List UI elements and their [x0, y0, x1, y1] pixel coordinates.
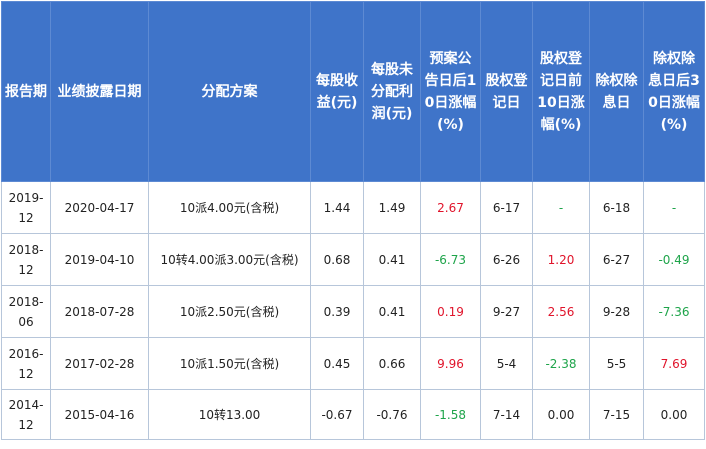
- cell-period: 2019-12: [1, 181, 51, 234]
- cell-record-date: 5-4: [480, 337, 533, 390]
- cell-eps: 0.39: [310, 285, 364, 338]
- header-after-exdiv-30d-change: 除权除息日后30日涨幅(%): [643, 1, 705, 182]
- cell-undistributed: 0.41: [363, 285, 421, 338]
- cell-plan: 10转4.00派3.00元(含税): [148, 233, 311, 286]
- cell-plan: 10派2.50元(含税): [148, 285, 311, 338]
- cell-disclosure-date: 2015-04-16: [50, 389, 149, 440]
- cell-after-exdiv-30d: -: [643, 181, 705, 234]
- cell-disclosure-date: 2019-04-10: [50, 233, 149, 286]
- cell-disclosure-date: 2020-04-17: [50, 181, 149, 234]
- cell-after-plan-10d: -1.58: [420, 389, 481, 440]
- cell-exdiv-date: 5-5: [589, 337, 644, 390]
- cell-exdiv-date: 7-15: [589, 389, 644, 440]
- cell-eps: 0.68: [310, 233, 364, 286]
- header-exdividend-date: 除权除息日: [589, 1, 644, 182]
- header-before-record-10d-change: 股权登记日前10日涨幅(%): [532, 1, 590, 182]
- header-eps: 每股收益(元): [310, 1, 364, 182]
- cell-before-record-10d: -: [532, 181, 590, 234]
- cell-disclosure-date: 2017-02-28: [50, 337, 149, 390]
- cell-record-date: 9-27: [480, 285, 533, 338]
- cell-record-date: 7-14: [480, 389, 533, 440]
- cell-after-plan-10d: -6.73: [420, 233, 481, 286]
- cell-undistributed: 1.49: [363, 181, 421, 234]
- header-distribution-plan: 分配方案: [148, 1, 311, 182]
- table-row: 2014-12 2015-04-16 10转13.00 -0.67 -0.76 …: [1, 389, 705, 440]
- header-record-date: 股权登记日: [480, 1, 533, 182]
- header-report-period: 报告期: [1, 1, 51, 182]
- cell-record-date: 6-26: [480, 233, 533, 286]
- cell-after-plan-10d: 2.67: [420, 181, 481, 234]
- cell-exdiv-date: 6-27: [589, 233, 644, 286]
- cell-before-record-10d: -2.38: [532, 337, 590, 390]
- cell-undistributed: 0.66: [363, 337, 421, 390]
- cell-after-exdiv-30d: -0.49: [643, 233, 705, 286]
- table-row: 2019-12 2020-04-17 10派4.00元(含税) 1.44 1.4…: [1, 181, 705, 234]
- cell-eps: -0.67: [310, 389, 364, 440]
- cell-after-exdiv-30d: 7.69: [643, 337, 705, 390]
- cell-undistributed: 0.41: [363, 233, 421, 286]
- table-header-row: 报告期 业绩披露日期 分配方案 每股收益(元) 每股未分配利润(元) 预案公告日…: [1, 1, 705, 182]
- cell-period: 2014-12: [1, 389, 51, 440]
- dividend-history-table: 报告期 业绩披露日期 分配方案 每股收益(元) 每股未分配利润(元) 预案公告日…: [1, 1, 705, 440]
- cell-exdiv-date: 6-18: [589, 181, 644, 234]
- cell-after-plan-10d: 9.96: [420, 337, 481, 390]
- table-row: 2018-12 2019-04-10 10转4.00派3.00元(含税) 0.6…: [1, 233, 705, 286]
- cell-before-record-10d: 2.56: [532, 285, 590, 338]
- cell-after-plan-10d: 0.19: [420, 285, 481, 338]
- cell-period: 2016-12: [1, 337, 51, 390]
- table-row: 2016-12 2017-02-28 10派1.50元(含税) 0.45 0.6…: [1, 337, 705, 390]
- cell-undistributed: -0.76: [363, 389, 421, 440]
- cell-after-exdiv-30d: 0.00: [643, 389, 705, 440]
- cell-period: 2018-06: [1, 285, 51, 338]
- table-row: 2018-06 2018-07-28 10派2.50元(含税) 0.39 0.4…: [1, 285, 705, 338]
- cell-eps: 1.44: [310, 181, 364, 234]
- cell-exdiv-date: 9-28: [589, 285, 644, 338]
- cell-record-date: 6-17: [480, 181, 533, 234]
- cell-before-record-10d: 1.20: [532, 233, 590, 286]
- cell-eps: 0.45: [310, 337, 364, 390]
- cell-disclosure-date: 2018-07-28: [50, 285, 149, 338]
- cell-plan: 10派1.50元(含税): [148, 337, 311, 390]
- header-disclosure-date: 业绩披露日期: [50, 1, 149, 182]
- cell-plan: 10转13.00: [148, 389, 311, 440]
- cell-period: 2018-12: [1, 233, 51, 286]
- header-after-plan-10d-change: 预案公告日后10日涨幅(%): [420, 1, 481, 182]
- cell-after-exdiv-30d: -7.36: [643, 285, 705, 338]
- cell-plan: 10派4.00元(含税): [148, 181, 311, 234]
- header-undistributed-profit: 每股未分配利润(元): [363, 1, 421, 182]
- cell-before-record-10d: 0.00: [532, 389, 590, 440]
